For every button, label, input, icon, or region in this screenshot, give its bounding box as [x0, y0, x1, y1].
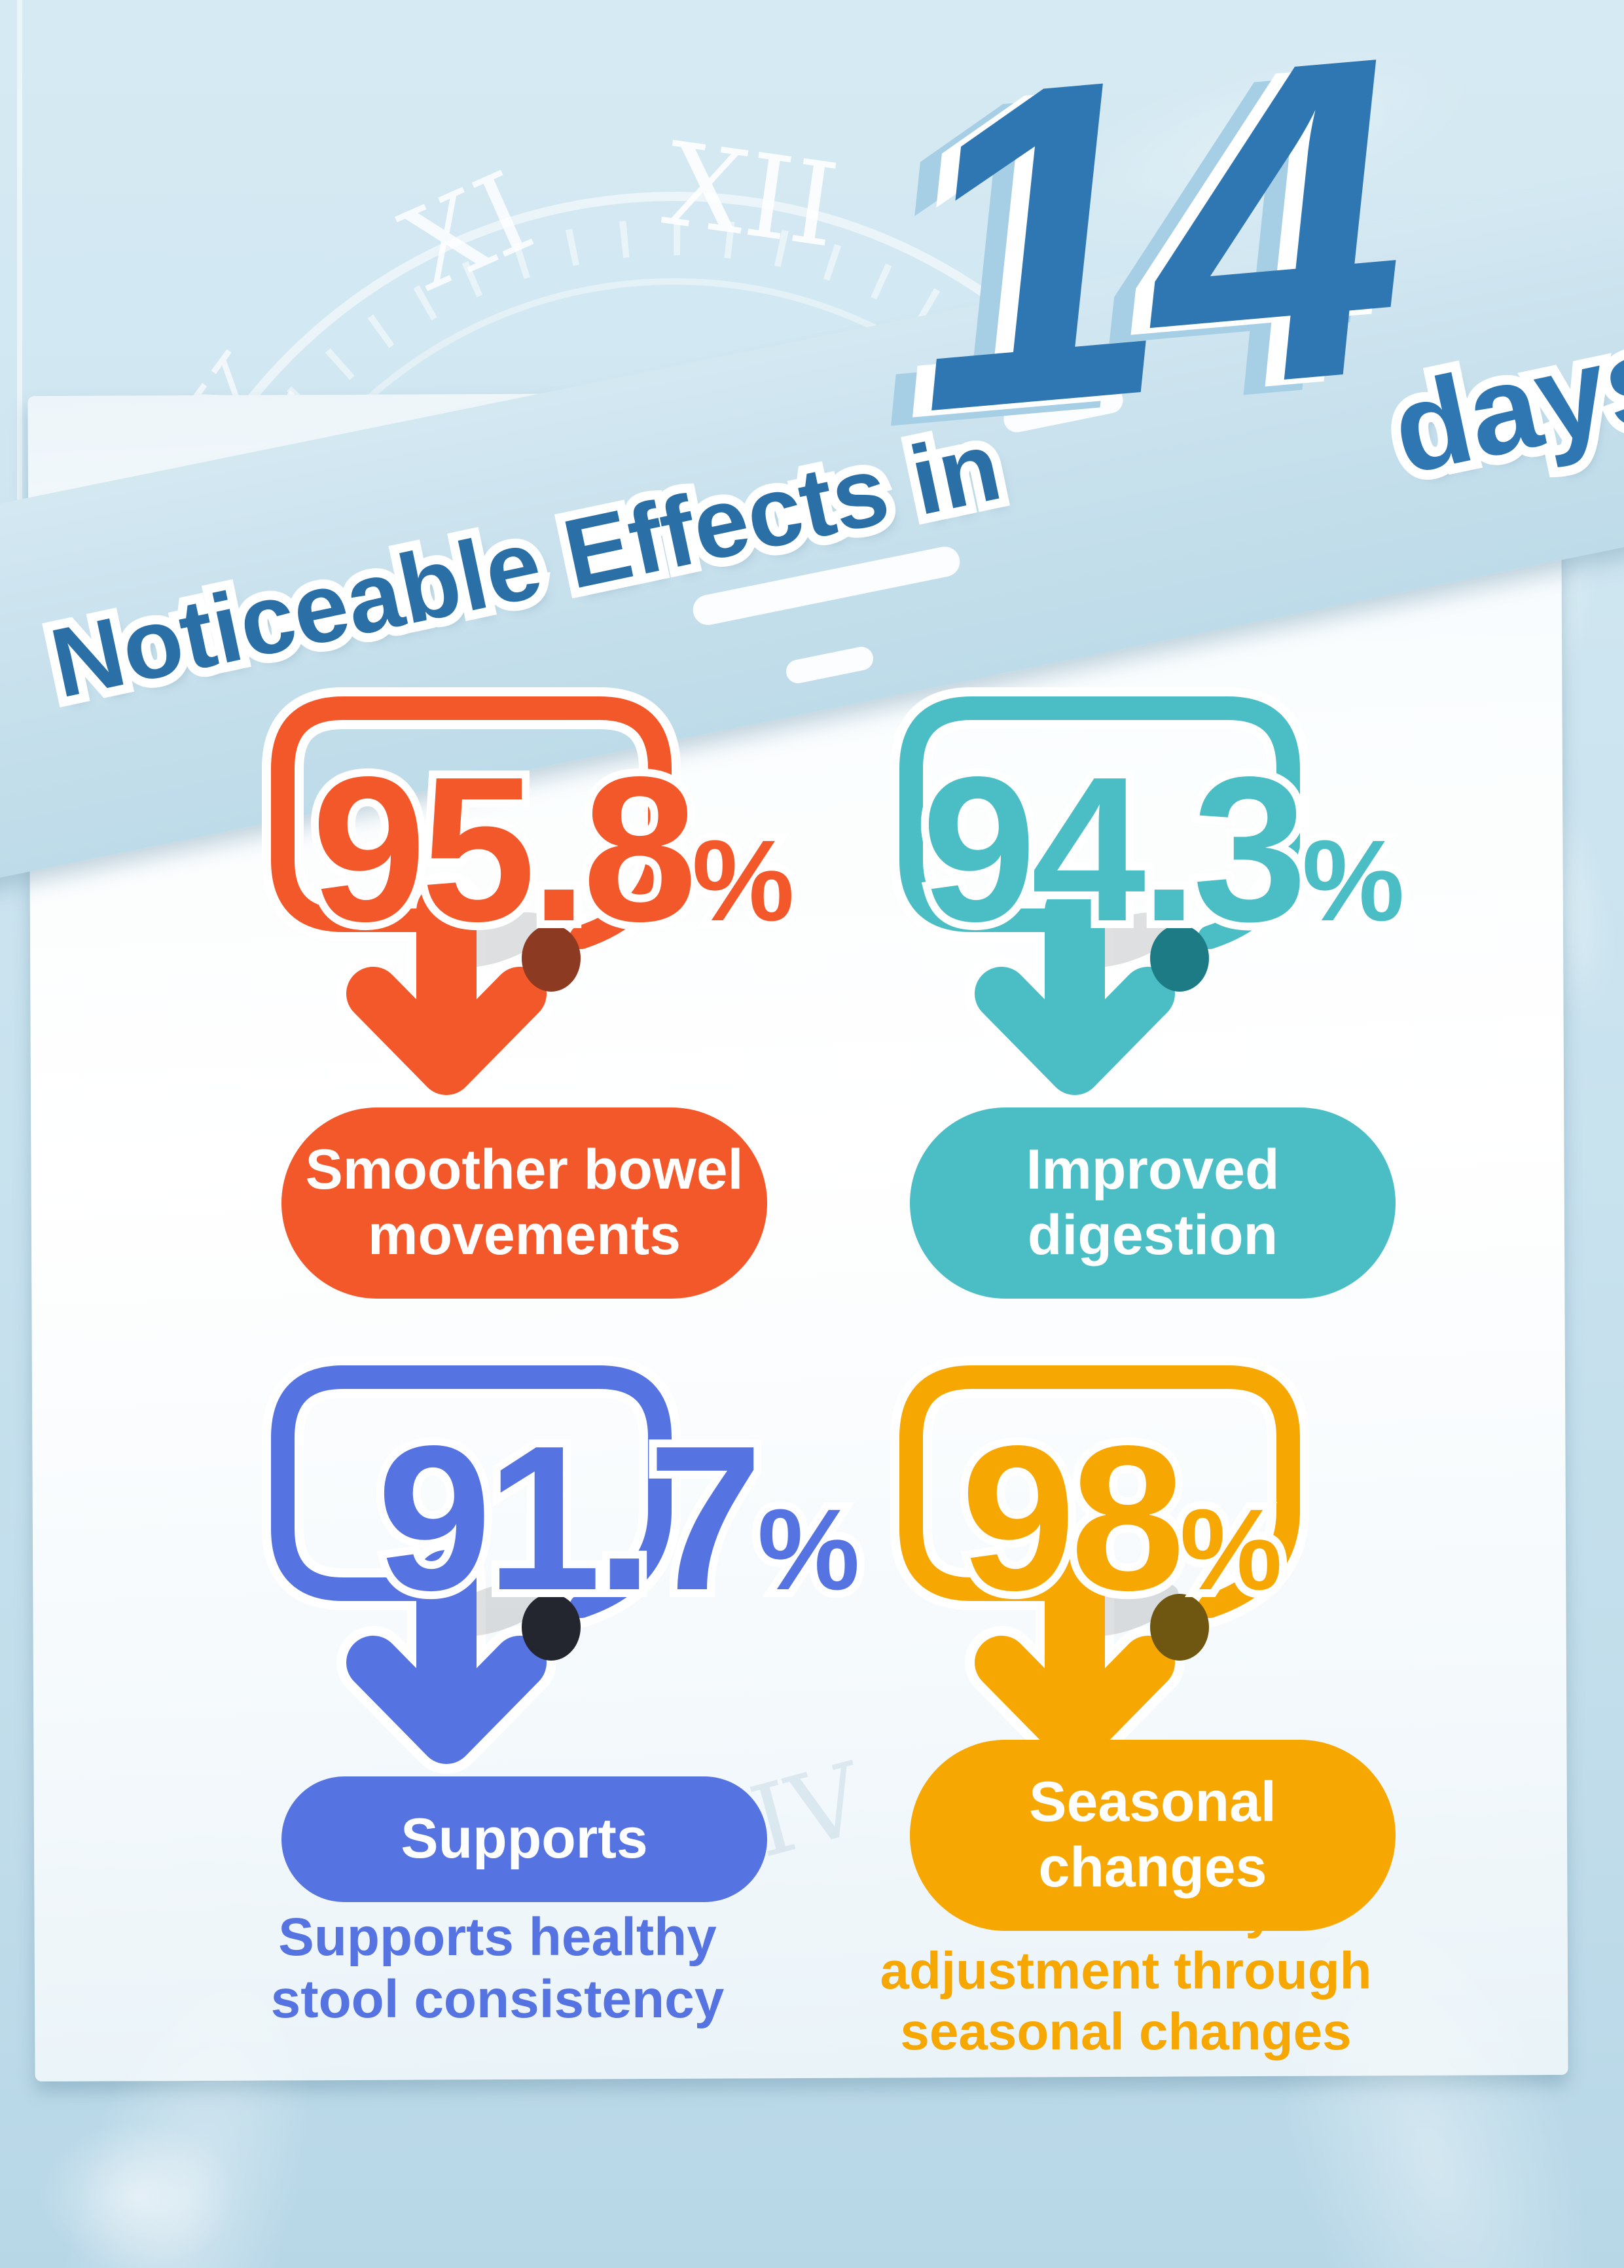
stat-caption: Easier body adjustment through seasonal …: [880, 1881, 1372, 2061]
stat-pill: Improved digestion: [910, 1107, 1396, 1299]
decor-capsule: [39, 2121, 236, 2268]
clock-numeral: XI: [385, 147, 550, 315]
stat-pill: Smoother bowel movements: [281, 1107, 767, 1299]
stat-value: 98% 98%: [953, 1403, 1290, 1633]
speech-bubble-arrow-icon: [262, 687, 681, 1105]
bubble-dot: [1150, 925, 1209, 992]
stat-block-improved-digestion: 94.3% 94.3% Improved digestion: [884, 681, 1525, 1420]
bubble-dot: [522, 1594, 581, 1661]
stat-block-seasonal-changes: 98% 98% Seasonal changes Easier body adj…: [880, 1350, 1525, 2089]
stat-caption: Supports healthy stool consistency: [270, 1907, 725, 2030]
stat-value: 95.8% 95.8%: [304, 734, 803, 964]
left-light-streak: [17, 0, 22, 818]
stat-pill: Seasonal changes: [910, 1740, 1396, 1931]
stat-block-stool-consistency: 91.7% 91.7% Supports Supports healthy st…: [255, 1350, 897, 2089]
speech-bubble-arrow-icon: [890, 1356, 1309, 1774]
clock-numeral: XII: [657, 118, 846, 274]
speech-bubble-arrow-icon: [262, 1356, 681, 1774]
stat-value: 91.7% 91.7%: [369, 1403, 868, 1633]
stat-value: 94.3% 94.3%: [914, 734, 1413, 964]
bubble-dot: [1150, 1594, 1209, 1661]
stat-block-smoother-bowel: 95.8% 95.8% Smoother bowel movements: [255, 681, 897, 1420]
bubble-dot: [522, 925, 581, 992]
speech-bubble-arrow-icon: [890, 687, 1309, 1105]
stat-pill: Supports: [281, 1776, 767, 1902]
big-number-14: 14: [888, 0, 1410, 507]
